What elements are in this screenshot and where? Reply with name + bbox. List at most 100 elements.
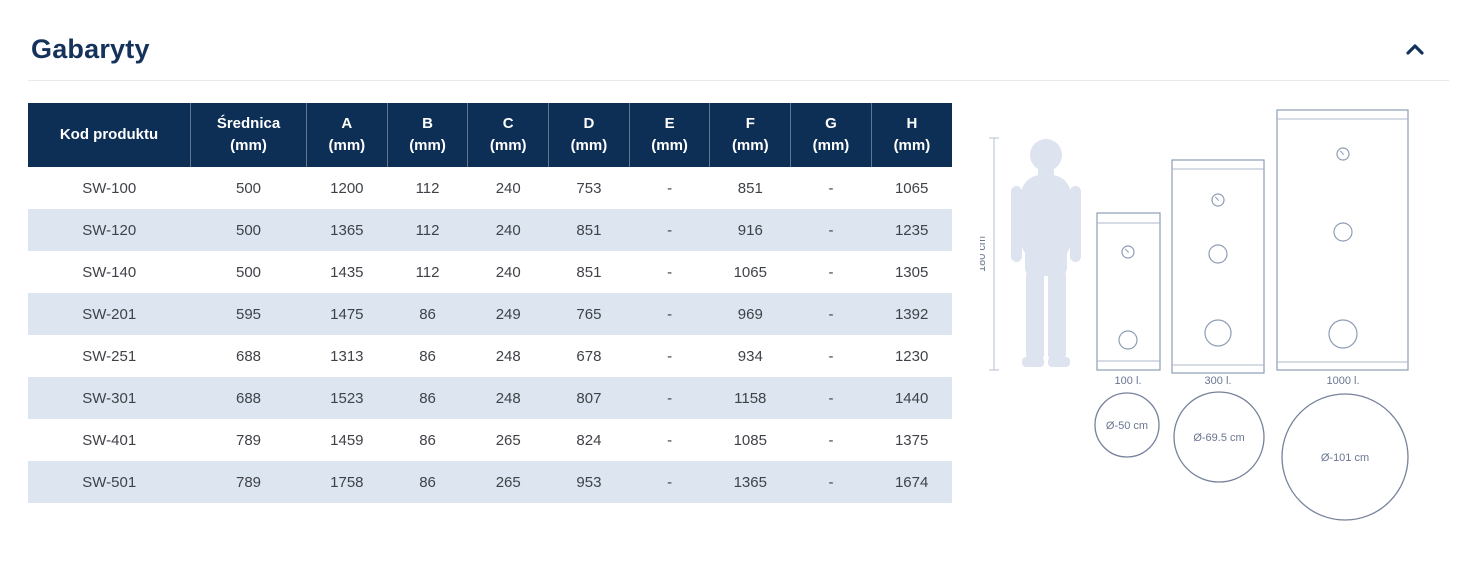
table-cell: 765 — [576, 305, 602, 323]
tank-300l — [1171, 159, 1265, 374]
table-cell: 1440 — [894, 389, 929, 407]
table-cell: 500 — [235, 179, 262, 197]
table-cell: 265 — [495, 473, 521, 491]
table-cell: 248 — [495, 347, 521, 365]
table-cell: 500 — [235, 221, 262, 239]
table-cell: 248 — [495, 389, 521, 407]
table-body: SW-100 500 1200 112 240 753 - 851 - 1065 SW-120 500… — [28, 167, 952, 503]
column-header: D (mm) — [548, 103, 630, 167]
column-header: E (mm) — [628, 103, 710, 167]
port-circle — [1333, 222, 1353, 242]
table-cell: 1365 — [330, 221, 364, 239]
tank-1000l — [1276, 109, 1409, 371]
gauge-icon — [1211, 193, 1225, 207]
table-cell: SW-501 — [82, 473, 137, 491]
table-cell: - — [828, 179, 834, 197]
table-cell: 1158 — [734, 389, 767, 407]
table-cell: 1365 — [733, 473, 767, 491]
diameter-label-300l: Ø-69.5 cm — [1193, 432, 1244, 444]
column-header: Średnica (mm) — [190, 103, 307, 167]
table-cell: 688 — [235, 347, 262, 365]
table-cell: - — [828, 473, 834, 491]
port-circle — [1204, 319, 1232, 347]
table-row: SW-301 688 1523 86 248 807 - 1158 - 1440 — [28, 377, 952, 419]
table-cell: 1313 — [330, 347, 364, 365]
table-cell: 1085 — [733, 431, 767, 449]
table-cell: 969 — [737, 305, 763, 323]
table-cell: 851 — [576, 221, 602, 239]
gauge-icon — [1336, 147, 1350, 161]
person-silhouette-icon — [1011, 139, 1081, 367]
table-cell: 112 — [415, 221, 440, 239]
column-header: H (mm) — [870, 103, 952, 167]
diameter-label-100l: Ø-50 cm — [1106, 420, 1148, 432]
table-cell: - — [828, 389, 834, 407]
column-header: Kod produktu — [28, 103, 191, 167]
column-header: C (mm) — [467, 103, 549, 167]
height-measure-line — [989, 137, 999, 371]
table-cell: 1475 — [330, 305, 364, 323]
tank-300l-label: 300 l. — [1205, 375, 1232, 387]
table-cell: - — [667, 473, 673, 491]
title-divider — [28, 80, 1449, 81]
diameter-circle-1000l — [1281, 393, 1409, 521]
table-cell: 1375 — [894, 431, 929, 449]
diameter-circle-100l — [1094, 392, 1160, 458]
table-cell: 753 — [576, 179, 602, 197]
table-cell: 851 — [576, 263, 602, 281]
diameter-circle-300l — [1173, 391, 1265, 483]
table-cell: - — [828, 431, 834, 449]
table-row: SW-140 500 1435 112 240 851 - 1065 - 1305 — [28, 251, 952, 293]
table-cell: - — [667, 179, 673, 197]
port-circle — [1118, 330, 1138, 350]
table-cell: 1235 — [894, 221, 929, 239]
table-cell: 595 — [235, 305, 262, 323]
table-cell: 249 — [495, 305, 521, 323]
table-cell: 807 — [576, 389, 602, 407]
diameter-label-1000l: Ø-101 cm — [1321, 452, 1369, 464]
chevron-up-icon — [1406, 44, 1424, 55]
table-header-row: Kod produktu Średnica (mm) A (mm) B (mm) C (mm) D… — [28, 103, 952, 167]
table-row: SW-201 595 1475 86 249 765 - 969 - 1392 — [28, 293, 952, 335]
table-row: SW-251 688 1313 86 248 678 - 934 - 1230 — [28, 335, 952, 377]
size-comparison-diagram: 180 cm 100 l. Ø-50 cm — [980, 109, 1409, 521]
table-cell: - — [667, 431, 673, 449]
section-title: Gabaryty — [31, 34, 150, 64]
table-cell: SW-140 — [82, 263, 137, 281]
table-cell: SW-301 — [82, 389, 137, 407]
tank-1000l-label: 1000 l. — [1326, 375, 1359, 387]
column-header: A (mm) — [306, 103, 388, 167]
table-cell: 1435 — [330, 263, 364, 281]
table-cell: 934 — [737, 347, 763, 365]
table-cell: 1230 — [894, 347, 929, 365]
table-cell: 86 — [419, 473, 436, 491]
port-circle — [1208, 244, 1228, 264]
table-cell: 500 — [235, 263, 262, 281]
table-cell: 1305 — [894, 263, 929, 281]
table-cell: - — [828, 305, 834, 323]
table-cell: 851 — [737, 179, 763, 197]
table-cell: - — [667, 221, 673, 239]
table-cell: 112 — [415, 263, 440, 281]
port-circle — [1328, 319, 1358, 349]
collapse-section-button[interactable] — [1396, 36, 1434, 62]
gauge-icon — [1121, 245, 1135, 259]
table-cell: - — [667, 389, 673, 407]
table-cell: 265 — [495, 431, 521, 449]
table-cell: - — [828, 347, 834, 365]
table-cell: 240 — [495, 263, 521, 281]
column-header: G (mm) — [790, 103, 872, 167]
table-row: SW-100 500 1200 112 240 753 - 851 - 1065 — [28, 167, 952, 209]
table-cell: 1523 — [330, 389, 364, 407]
table-cell: - — [667, 347, 673, 365]
table-cell: 1674 — [894, 473, 929, 491]
table-cell: 1459 — [330, 431, 364, 449]
table-cell: 112 — [415, 179, 440, 197]
table-cell: SW-401 — [82, 431, 137, 449]
table-cell: 1065 — [733, 263, 767, 281]
table-cell: 86 — [419, 305, 436, 323]
table-cell: 86 — [419, 347, 436, 365]
table-cell: 240 — [495, 221, 521, 239]
table-cell: 86 — [419, 431, 436, 449]
